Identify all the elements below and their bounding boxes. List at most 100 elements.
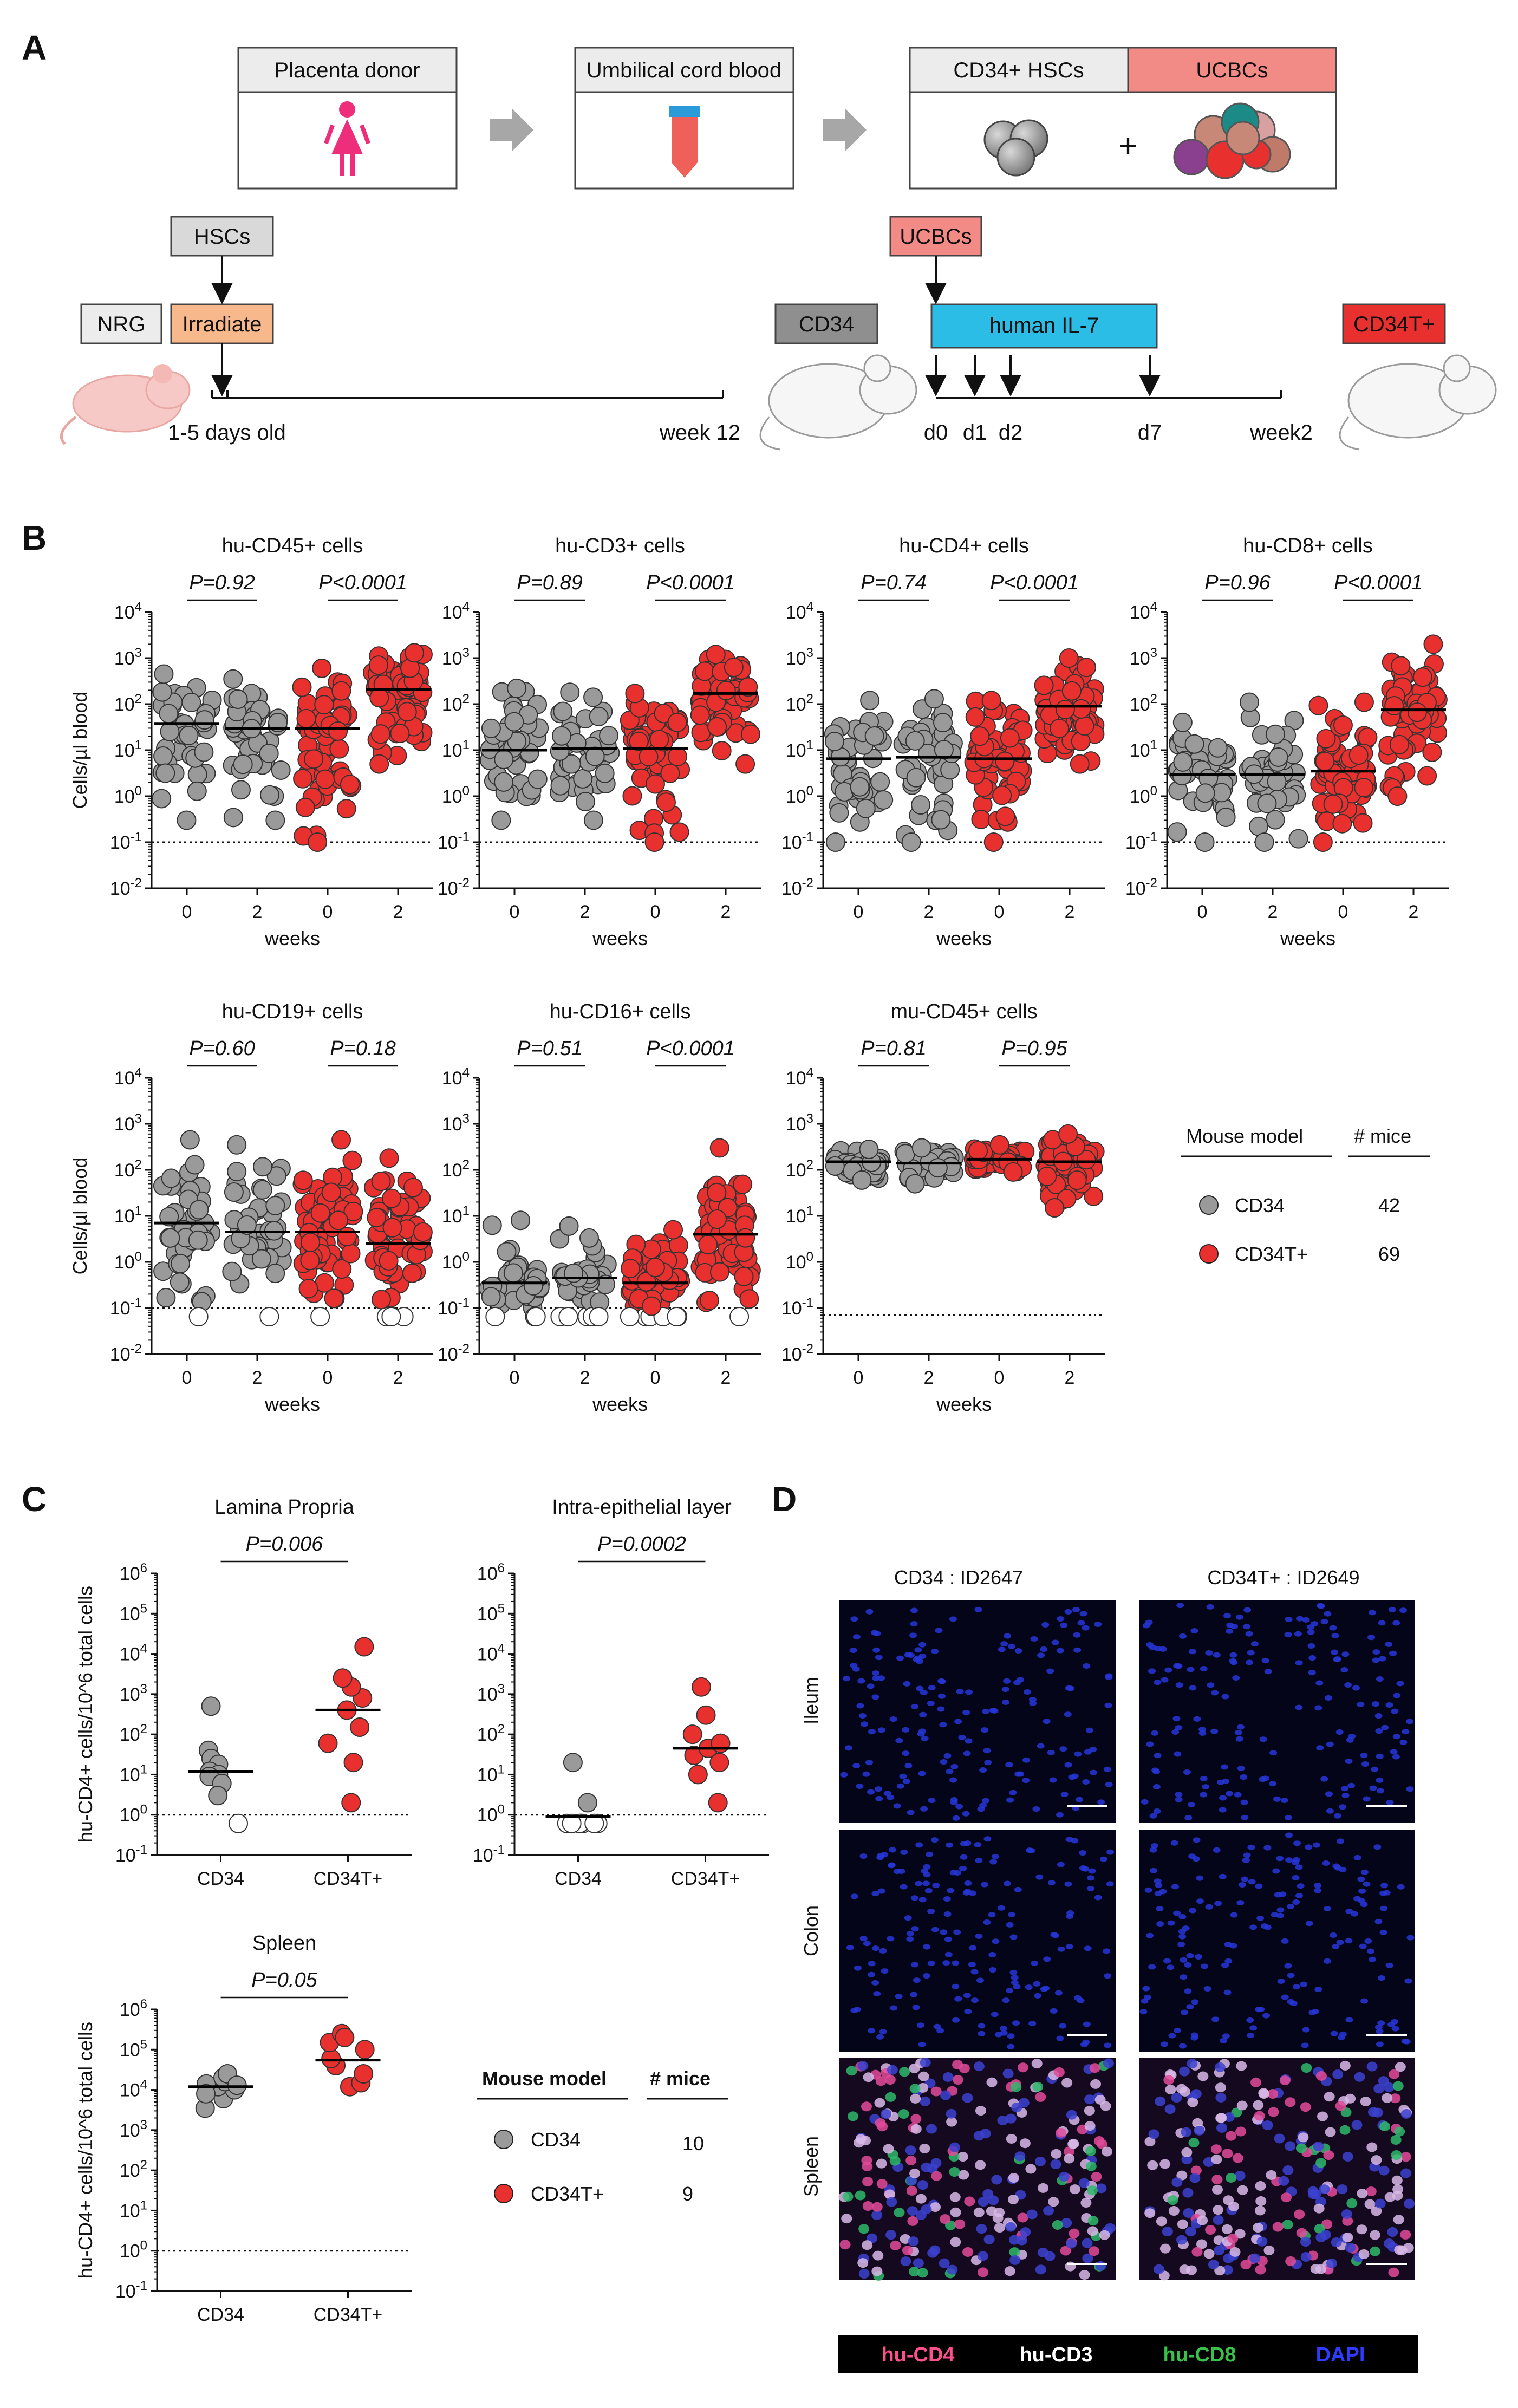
cell-nucleus (979, 1802, 987, 1808)
y-tick-label: 102 (1130, 692, 1157, 715)
data-point (995, 806, 1015, 826)
cell-nucleus (1358, 2249, 1370, 2259)
data-point (564, 1263, 584, 1283)
data-point (692, 1677, 712, 1697)
y-tick-label: 10-2 (1125, 876, 1157, 899)
y-tick-label: 100 (114, 784, 142, 807)
cell-nucleus (907, 2206, 918, 2216)
cell-nucleus (927, 1701, 935, 1707)
data-point (354, 2064, 374, 2084)
data-point (265, 1195, 285, 1215)
cd34-label: CD34 (799, 313, 854, 336)
timepoint-week2: week2 (1249, 421, 1313, 445)
cell-nucleus (1273, 1796, 1281, 1802)
data-point (370, 724, 390, 744)
cell-nucleus (1247, 1650, 1255, 1656)
cell-nucleus (1090, 1769, 1098, 1775)
cell-nucleus (1210, 1728, 1219, 1734)
cell-nucleus (1268, 2107, 1279, 2117)
cell-nucleus (1315, 2158, 1327, 2168)
x-axis-label: weeks (264, 927, 320, 949)
cell-nucleus (1221, 1694, 1229, 1700)
cell-nucleus (1080, 2042, 1089, 2048)
col-header-cd34t: CD34T+ : ID2649 (1207, 1566, 1359, 1589)
cell-nucleus (946, 1768, 954, 1774)
cell-nucleus (1187, 1802, 1195, 1808)
cell-nucleus (1269, 1750, 1278, 1756)
cell-nucleus (947, 1888, 955, 1893)
y-axis-label: Cells/µl blood (69, 1157, 91, 1275)
cell-nucleus (875, 2118, 886, 2128)
data-point (968, 1141, 988, 1161)
chart-title: hu-CD4+ cells (899, 535, 1029, 557)
data-point (379, 1148, 399, 1168)
cell-nucleus (1052, 2220, 1063, 2230)
cell-nucleus (1378, 2076, 1389, 2086)
cell-nucleus (953, 1870, 961, 1876)
cell-nucleus (1348, 1733, 1356, 1739)
data-point (1061, 681, 1082, 701)
cell-nucleus (1188, 1649, 1196, 1655)
cell-nucleus (913, 2258, 924, 2268)
cell-nucleus (1009, 1789, 1017, 1795)
data-point (341, 1793, 361, 1813)
cell-nucleus (1177, 2219, 1188, 2229)
data-point (1308, 695, 1328, 715)
cell-nucleus (1377, 1975, 1385, 1981)
cell-nucleus (1189, 1685, 1197, 1691)
cell-nucleus (1296, 2228, 1307, 2238)
x-tick-label: 0 (510, 902, 520, 922)
data-point (716, 680, 736, 700)
cell-nucleus (1317, 1603, 1325, 1609)
cell-nucleus (846, 1944, 854, 1950)
data-point (561, 754, 581, 774)
cell-nucleus (1287, 1903, 1295, 1909)
cell-nucleus (1372, 1657, 1380, 1663)
cell-nucleus (1376, 2028, 1384, 2034)
legend-c-cd34-count: 10 (682, 2132, 704, 2155)
data-point (553, 701, 573, 721)
cell-nucleus (1229, 2247, 1241, 2257)
cell-nucleus (947, 2264, 958, 2275)
cell-nucleus (1154, 1753, 1162, 1759)
cell-nucleus (1234, 1792, 1242, 1798)
cell-nucleus (1259, 1736, 1267, 1742)
cell-nucleus (1198, 1727, 1207, 1733)
cell-nucleus (887, 1794, 895, 1800)
cell-nucleus (1340, 1667, 1348, 1673)
cell-nucleus (940, 2090, 952, 2100)
cell-nucleus (1004, 1633, 1012, 1639)
cell-nucleus (949, 1777, 957, 1783)
cell-nucleus (1073, 1995, 1082, 2001)
legend-b-cd34t-marker (1199, 1244, 1219, 1264)
cell-nucleus (1247, 1844, 1255, 1850)
cell-nucleus (928, 1798, 936, 1804)
cell-nucleus (1395, 2062, 1406, 2072)
cell-nucleus (852, 1634, 861, 1640)
cell-nucleus (1396, 1681, 1404, 1687)
cell-nucleus (1208, 2260, 1219, 2270)
cell-nucleus (1324, 1611, 1332, 1617)
cell-nucleus (943, 1753, 952, 1759)
cell-nucleus (1017, 1677, 1025, 1683)
cell-nucleus (1374, 1918, 1383, 1924)
cell-nucleus (1285, 1832, 1293, 1838)
cell-nucleus (914, 1647, 922, 1653)
cell-nucleus (852, 1666, 860, 1672)
data-point (233, 754, 253, 775)
cell-nucleus (1295, 1660, 1303, 1666)
cell-nucleus (1051, 1639, 1059, 1645)
cell-nucleus (973, 2207, 985, 2217)
cell-nucleus (1337, 2184, 1348, 2195)
panel-letter-a: A (22, 28, 47, 67)
cell-nucleus (1171, 2177, 1183, 2188)
cell-nucleus (1073, 1632, 1081, 1638)
cell-nucleus (1322, 1860, 1330, 1866)
cell-nucleus (1180, 1974, 1188, 1980)
legend-c: Mouse model # mice CD34 10 CD34T+ 9 (477, 2067, 728, 2205)
data-point (724, 658, 744, 678)
hsc-label: CD34+ HSCs (953, 58, 1084, 82)
cell-nucleus (1326, 1808, 1334, 1814)
cell-nucleus (1004, 2266, 1015, 2276)
